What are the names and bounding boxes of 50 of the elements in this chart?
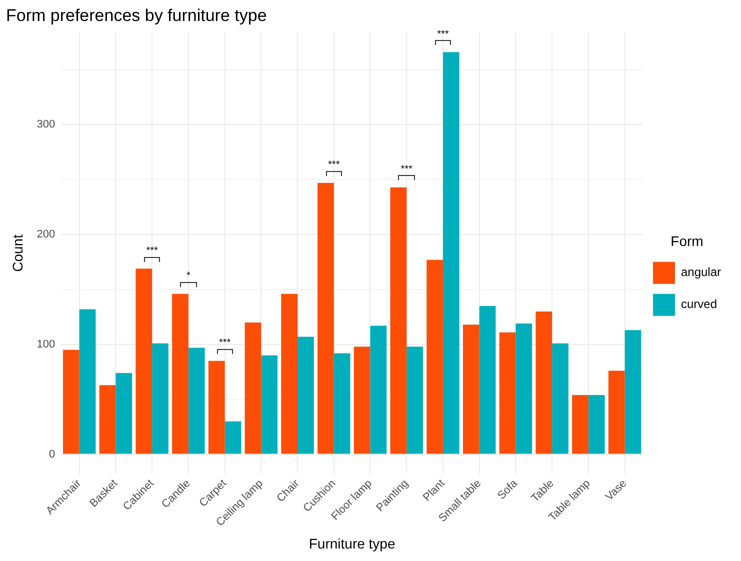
bar <box>442 52 460 454</box>
bar <box>152 343 168 454</box>
legend-title: Form <box>670 232 704 249</box>
annotation: *** <box>437 28 449 40</box>
bar <box>62 350 80 454</box>
bar <box>318 182 334 454</box>
x-tick-label: Vase <box>603 478 630 504</box>
bar <box>334 353 350 454</box>
annotation: *** <box>146 245 158 256</box>
bar <box>426 260 443 454</box>
bar <box>624 330 642 454</box>
chart-title: Form preferences by furniture type <box>6 6 267 25</box>
legend-label: curved <box>680 297 717 312</box>
y-tick-label: 200 <box>36 228 56 241</box>
y-tick-label: 300 <box>36 118 56 131</box>
x-axis-title: Furniture type <box>308 535 396 552</box>
bar <box>136 268 152 454</box>
x-tick-label: Sofa <box>495 476 521 502</box>
bar <box>572 394 588 454</box>
bar <box>479 306 496 454</box>
bar <box>116 372 132 454</box>
bar <box>536 311 552 454</box>
bar <box>99 385 116 454</box>
y-tick-label: 0 <box>49 448 56 460</box>
bar <box>516 324 532 454</box>
bar <box>354 346 370 454</box>
bar <box>224 421 242 454</box>
bar <box>499 332 516 454</box>
bar <box>406 346 423 454</box>
bar <box>390 187 407 454</box>
bar <box>172 294 188 454</box>
bar <box>608 370 625 454</box>
bar <box>79 309 96 454</box>
bar <box>281 294 298 454</box>
annotation: *** <box>218 338 231 349</box>
y-axis-title: Count <box>9 234 26 272</box>
bar <box>244 322 262 454</box>
bar <box>588 394 605 454</box>
bar <box>552 343 568 454</box>
bar <box>298 336 314 454</box>
annotation: *** <box>328 160 340 171</box>
annotation: *** <box>400 164 413 176</box>
annotation: * <box>186 270 190 282</box>
bar <box>462 324 480 454</box>
y-tick-label: 100 <box>36 338 56 350</box>
bar <box>261 355 278 454</box>
bar <box>370 326 387 454</box>
bar <box>188 348 205 454</box>
legend-label: angular <box>680 265 722 280</box>
bar <box>208 360 225 454</box>
